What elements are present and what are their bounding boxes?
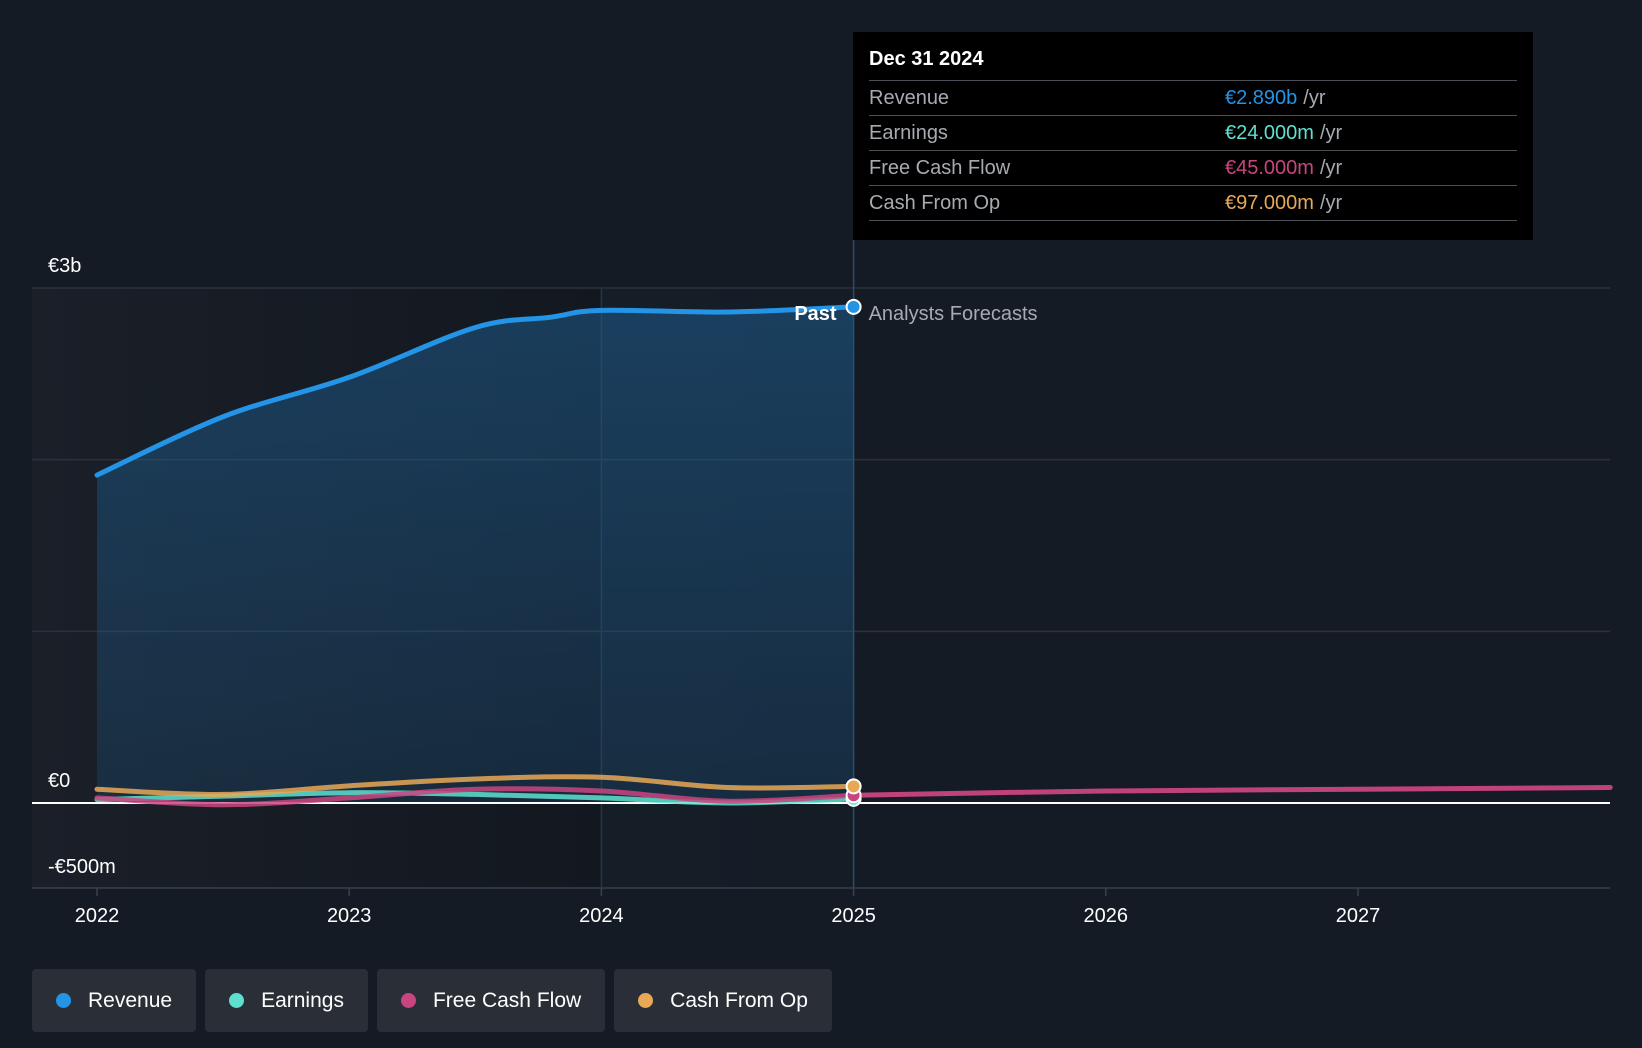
revenue-point bbox=[845, 298, 862, 315]
legend-dot-icon bbox=[229, 993, 245, 1008]
y-tick-label: -€500m bbox=[48, 856, 116, 878]
x-tick-label: 2023 bbox=[327, 905, 372, 927]
tooltip-value: €24.000m bbox=[1225, 122, 1314, 144]
forecast-label: Analysts Forecasts bbox=[869, 303, 1038, 325]
x-tick-label: 2026 bbox=[1084, 905, 1129, 927]
legend-label: Earnings bbox=[261, 988, 344, 1012]
legend-dot-icon bbox=[400, 993, 416, 1008]
tooltip-unit: /yr bbox=[1319, 157, 1343, 179]
tooltip-row-cash-from-op: Cash From Op €97.000m /yr bbox=[869, 186, 1517, 221]
tooltip-label: Revenue bbox=[869, 87, 950, 109]
free-cash-flow-line bbox=[94, 786, 857, 808]
tooltip-unit: /yr bbox=[1319, 122, 1343, 144]
legend-item-revenue[interactable]: Revenue bbox=[32, 969, 197, 1032]
tooltip-row-free-cash-flow: Free Cash Flow €45.000m /yr bbox=[869, 151, 1517, 186]
legend-dot-icon bbox=[638, 993, 654, 1008]
cash-from-op-line bbox=[94, 774, 857, 797]
tooltip: Dec 31 2024 Revenue €2.890b /yr Earnings… bbox=[853, 32, 1533, 240]
x-tick-label: 2027 bbox=[1336, 905, 1381, 927]
cash-from-op-point bbox=[845, 778, 862, 795]
tooltip-label: Cash From Op bbox=[869, 192, 1001, 214]
revenue-line bbox=[94, 304, 857, 478]
y-tick-label: €3b bbox=[48, 255, 81, 277]
legend: Revenue Earnings Free Cash Flow Cash Fro… bbox=[32, 969, 832, 1032]
tooltip-unit: /yr bbox=[1319, 192, 1343, 214]
y-tick-label: €0 bbox=[48, 770, 70, 792]
revenue-area bbox=[97, 306, 854, 803]
legend-item-earnings[interactable]: Earnings bbox=[205, 969, 368, 1032]
legend-label: Free Cash Flow bbox=[432, 988, 582, 1012]
x-tick-label: 2024 bbox=[579, 905, 624, 927]
x-tick-label: 2022 bbox=[75, 905, 120, 927]
legend-label: Cash From Op bbox=[670, 988, 808, 1012]
legend-item-cash-from-op[interactable]: Cash From Op bbox=[614, 969, 832, 1032]
tooltip-row-earnings: Earnings €24.000m /yr bbox=[869, 116, 1517, 151]
tooltip-date: Dec 31 2024 bbox=[869, 46, 1517, 81]
legend-label: Revenue bbox=[88, 988, 173, 1012]
tooltip-value: €2.890b bbox=[1225, 87, 1298, 109]
tooltip-value: €97.000m bbox=[1225, 192, 1314, 214]
tooltip-label: Earnings bbox=[869, 122, 948, 144]
legend-item-free-cash-flow[interactable]: Free Cash Flow bbox=[376, 969, 606, 1032]
free-cash-flow-forecast-line bbox=[851, 785, 1613, 798]
tooltip-row-revenue: Revenue €2.890b /yr bbox=[869, 81, 1517, 116]
tooltip-value: €45.000m bbox=[1225, 157, 1314, 179]
legend-dot-icon bbox=[56, 993, 71, 1008]
x-tick-label: 2025 bbox=[831, 905, 876, 927]
tooltip-unit: /yr bbox=[1303, 87, 1326, 109]
past-label: Past bbox=[794, 303, 837, 325]
tooltip-label: Free Cash Flow bbox=[869, 157, 1011, 179]
